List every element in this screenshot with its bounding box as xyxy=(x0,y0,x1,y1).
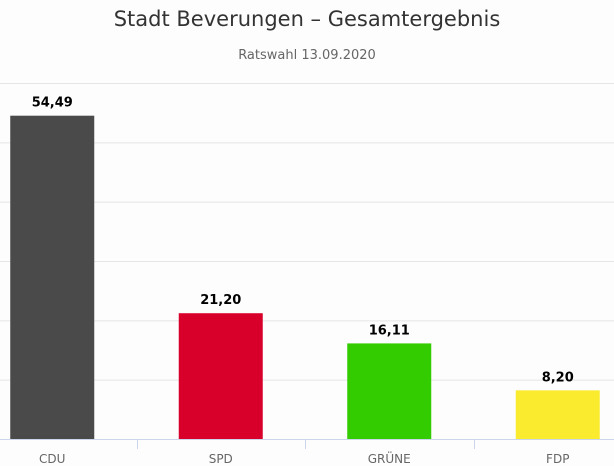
data-label: 8,20 xyxy=(542,370,574,385)
bar-grüne[interactable] xyxy=(347,343,432,439)
chart-title: Stadt Beverungen – Gesamtergebnis xyxy=(114,7,501,31)
bar-spd[interactable] xyxy=(178,313,263,439)
x-tick-label: CDU xyxy=(39,452,65,466)
bar-fdp[interactable] xyxy=(515,390,600,439)
bar-cdu[interactable] xyxy=(10,115,95,440)
x-tick-label: FDP xyxy=(546,452,569,466)
data-label: 54,49 xyxy=(32,96,73,111)
chart-subtitle: Ratswahl 13.09.2020 xyxy=(238,48,376,63)
data-label: 16,11 xyxy=(369,323,410,338)
x-tick-label: GRÜNE xyxy=(368,450,411,466)
x-tick-label: SPD xyxy=(209,452,233,466)
data-label: 21,20 xyxy=(200,293,241,308)
